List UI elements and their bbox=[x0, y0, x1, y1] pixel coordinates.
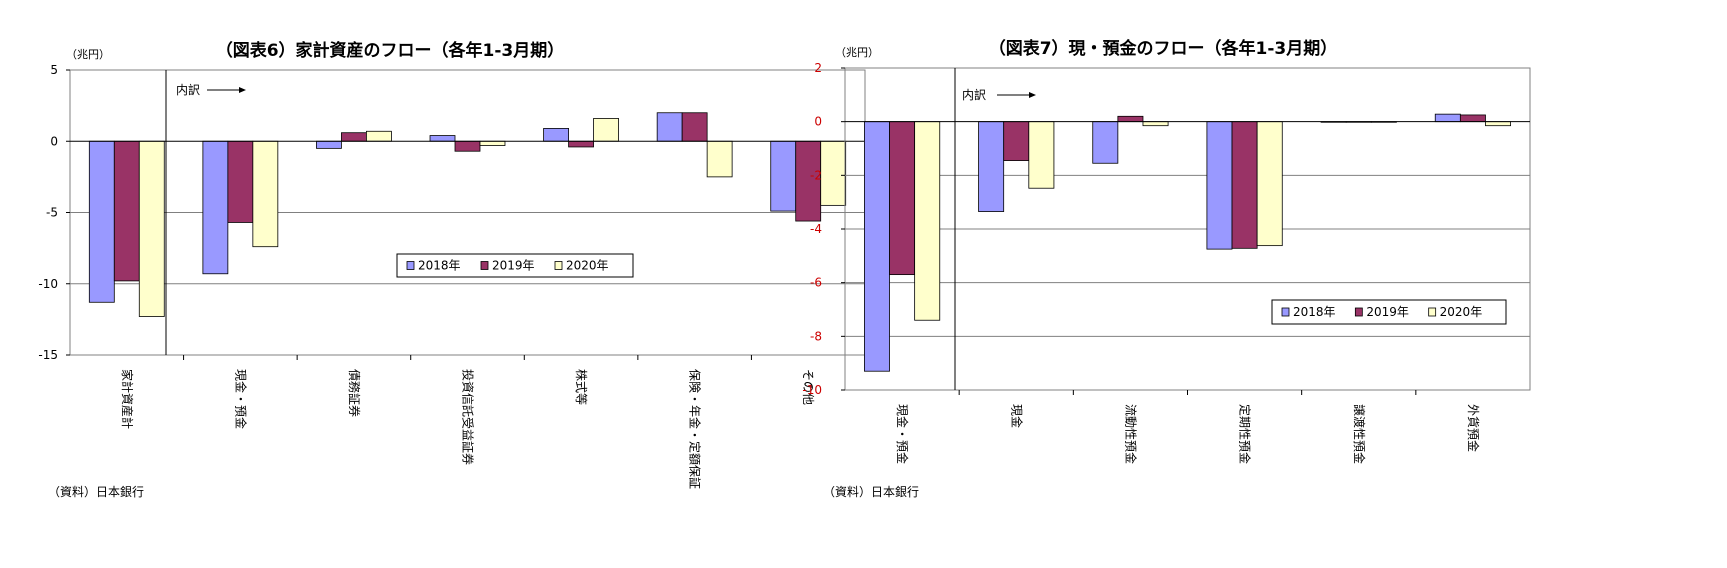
x-category-label: 投資信託受益証券 bbox=[461, 369, 476, 465]
chart-2: （図表7）現・預金のフロー（各年1-3月期） （兆円） （資料）日本銀行 2 0 -2 -4… bbox=[802, 38, 1531, 499]
legend-swatch bbox=[1281, 307, 1290, 317]
bar-2018年-現金・預金 bbox=[202, 140, 229, 275]
x-category-label: 保険・年金・定額保証 bbox=[688, 369, 703, 489]
bar-2020年-債務証券 bbox=[366, 130, 392, 142]
y-tick-label: -15 bbox=[38, 348, 58, 362]
x-category-label: その他 bbox=[801, 369, 815, 405]
y-tick-label: -10 bbox=[38, 277, 58, 291]
legend-label: 2020年 bbox=[566, 259, 609, 273]
x-category-label: 現金・預金 bbox=[233, 369, 248, 429]
legend-label: 2019年 bbox=[1366, 305, 1409, 319]
y-tick-label: 5 bbox=[50, 63, 58, 77]
bar-2020年-家計資産計 bbox=[138, 140, 165, 317]
bar-2018年-定期性預金 bbox=[1206, 121, 1233, 250]
bar-2018年-株式等 bbox=[543, 128, 569, 142]
bar-2018年-現金 bbox=[978, 121, 1005, 212]
bar-2020年-定期性預金 bbox=[1256, 121, 1283, 247]
bar-2020年-流動性預金 bbox=[1142, 121, 1169, 127]
bar-2019年-株式等 bbox=[568, 140, 594, 148]
bar-2020年-保険・年金・定額保証 bbox=[706, 140, 733, 178]
legend-box bbox=[1271, 299, 1507, 325]
x-category-label: 株式等 bbox=[574, 369, 589, 405]
y-tick-label: -5 bbox=[46, 206, 58, 220]
x-category-label: 定期性預金 bbox=[1238, 404, 1253, 464]
breakdown-annotation: 内訳 bbox=[962, 87, 986, 102]
x-category-label: 外貨預金 bbox=[1466, 404, 1481, 452]
bar-2018年-その他 bbox=[770, 140, 797, 212]
bar-2019年-現金 bbox=[1003, 121, 1030, 161]
y-tick-label: -2 bbox=[810, 168, 822, 182]
bar-2019年-定期性預金 bbox=[1231, 121, 1258, 249]
x-category-label: 現金・預金 bbox=[895, 404, 910, 464]
breakdown-arrow-head bbox=[1029, 92, 1036, 98]
bar-2019年-現金・預金 bbox=[227, 140, 254, 223]
bar-2019年-保険・年金・定額保証 bbox=[681, 112, 708, 142]
source-note: （資料）日本銀行 bbox=[48, 485, 144, 499]
bar-2019年-流動性預金 bbox=[1117, 115, 1144, 123]
legend-label: 2018年 bbox=[1293, 305, 1336, 319]
chart-title: （図表7）現・預金のフロー（各年1-3月期） bbox=[989, 38, 1338, 59]
breakdown-arrow-head bbox=[239, 87, 246, 93]
bar-2020年-その他 bbox=[820, 140, 847, 206]
legend-swatch bbox=[554, 261, 563, 270]
legend-swatch bbox=[406, 261, 415, 270]
x-category-label: 家計資産計 bbox=[120, 369, 135, 429]
bar-2018年-保険・年金・定額保証 bbox=[656, 112, 683, 142]
x-category-label: 現金 bbox=[1009, 404, 1024, 428]
legend-swatch bbox=[480, 261, 489, 270]
x-category-label: 譲渡性預金 bbox=[1352, 404, 1367, 464]
bar-2018年-投資信託受益証券 bbox=[429, 135, 456, 142]
bar-2020年-外貨預金 bbox=[1485, 121, 1511, 127]
y-tick-label: -6 bbox=[810, 276, 822, 290]
bar-2020年-株式等 bbox=[593, 118, 619, 142]
y-tick-label: -8 bbox=[810, 329, 822, 343]
y-tick-label: 0 bbox=[50, 134, 58, 148]
bar-2020年-現金 bbox=[1028, 121, 1055, 189]
bar-2019年-外貨預金 bbox=[1459, 114, 1486, 123]
bar-2020年-現金・預金 bbox=[252, 140, 279, 248]
x-category-label: 債務証券 bbox=[347, 369, 362, 417]
x-category-label: 流動性預金 bbox=[1123, 404, 1138, 464]
y-axis-unit-label: （兆円） bbox=[66, 48, 110, 61]
chart-title: （図表6）家計資産のフロー（各年1-3月期） bbox=[216, 40, 565, 61]
legend-swatch bbox=[1428, 307, 1437, 317]
source-note: （資料）日本銀行 bbox=[823, 485, 919, 499]
legend-label: 2018年 bbox=[418, 259, 461, 273]
bar-2018年-現金・預金 bbox=[864, 121, 890, 372]
y-tick-label: 0 bbox=[814, 115, 822, 129]
y-tick-label: -4 bbox=[810, 222, 822, 236]
bar-2019年-現金・預金 bbox=[889, 121, 916, 276]
y-tick-label: 2 bbox=[814, 61, 822, 75]
legend-label: 2020年 bbox=[1440, 305, 1483, 319]
bar-2019年-投資信託受益証券 bbox=[454, 140, 481, 152]
legend-label: 2019年 bbox=[492, 259, 535, 273]
bar-2018年-債務証券 bbox=[316, 140, 342, 149]
bar-2018年-流動性預金 bbox=[1092, 121, 1119, 164]
bar-2020年-投資信託受益証券 bbox=[479, 140, 506, 146]
bar-2020年-現金・預金 bbox=[914, 121, 941, 321]
legend-box bbox=[396, 253, 634, 278]
bar-2018年-外貨預金 bbox=[1434, 113, 1461, 123]
bar-2019年-債務証券 bbox=[341, 132, 367, 142]
y-axis-unit-label: （兆円） bbox=[835, 46, 879, 59]
breakdown-annotation: 内訳 bbox=[176, 82, 200, 97]
y-tick-label: -10 bbox=[802, 383, 822, 397]
bar-2019年-家計資産計 bbox=[113, 140, 140, 282]
legend-swatch bbox=[1354, 307, 1363, 317]
bar-2018年-家計資産計 bbox=[88, 140, 115, 303]
chart-1: （図表6）家計資産のフロー（各年1-3月期） （兆円） （資料）日本銀行 5 0 -5 -1… bbox=[38, 40, 866, 499]
